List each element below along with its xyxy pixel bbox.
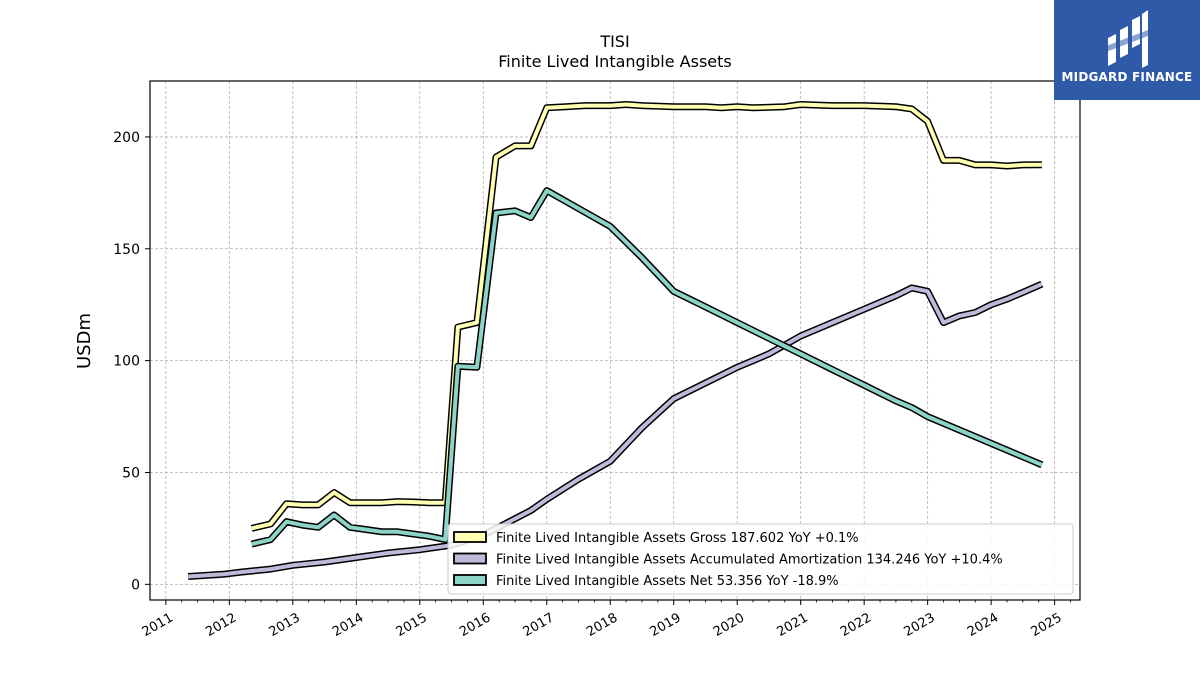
x-tick-label: 2017 <box>521 610 557 640</box>
x-tick-label: 2020 <box>711 610 747 640</box>
x-tick-label: 2025 <box>1028 610 1064 640</box>
x-tick-label: 2021 <box>775 610 811 640</box>
y-tick-label: 50 <box>122 465 140 481</box>
series-layer <box>187 101 1044 580</box>
legend-swatch-1 <box>453 552 487 565</box>
plot-frame <box>149 80 1081 601</box>
legend-label-1: Finite Lived Intangible Assets Accumulat… <box>496 553 1003 568</box>
y-tick-label: 200 <box>113 130 140 146</box>
legend-swatch-0 <box>453 531 487 543</box>
series-2-line <box>251 188 1043 547</box>
legend-swatch-2 <box>453 574 487 586</box>
x-tick-label: 2012 <box>203 610 239 640</box>
y-tick-label: 100 <box>113 354 140 370</box>
x-tick-label: 2022 <box>838 610 874 640</box>
legend-box <box>447 523 1074 595</box>
series-0-outline <box>250 101 1042 532</box>
y-axis-label: USDm <box>74 313 95 369</box>
brand-logo: MIDGARD FINANCE <box>1054 0 1200 100</box>
logo-text: MIDGARD FINANCE <box>1061 70 1193 84</box>
legend-label-2: Finite Lived Intangible Assets Net 53.35… <box>496 574 839 589</box>
x-tick-label: 2015 <box>394 610 430 640</box>
chart-subtitle: Finite Lived Intangible Assets <box>498 52 731 71</box>
x-tick-label: 2019 <box>648 610 684 640</box>
legend: Finite Lived Intangible Assets Gross 187… <box>447 523 1074 595</box>
series-1-line <box>187 282 1043 579</box>
x-tick-label: 2023 <box>901 610 937 640</box>
x-tick-label: 2024 <box>965 610 1001 640</box>
series-0-line <box>251 102 1042 531</box>
logo-mark-icon <box>1106 10 1148 68</box>
y-tick-label: 150 <box>113 242 140 258</box>
x-tick-label: 2016 <box>457 610 493 640</box>
x-tick-label: 2018 <box>584 610 620 640</box>
chart-title: TISI <box>599 32 629 51</box>
legend-label-0: Finite Lived Intangible Assets Gross 187… <box>496 531 859 546</box>
x-tick-label: 2014 <box>330 610 366 640</box>
series-2-outline <box>250 187 1044 548</box>
y-tick-label: 0 <box>131 577 140 593</box>
x-tick-label: 2011 <box>140 610 176 640</box>
x-tick-label: 2013 <box>267 610 303 640</box>
